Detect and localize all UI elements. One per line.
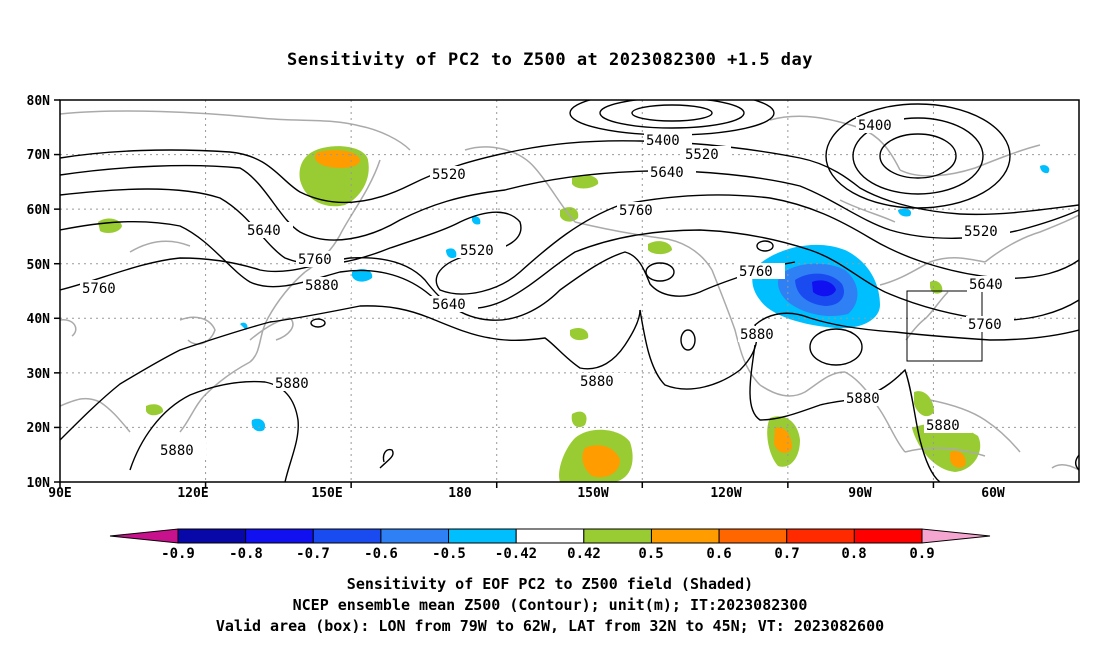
colorbar-label: 0.42 <box>567 546 601 562</box>
contour-label: 5760 <box>968 317 1002 333</box>
contour-label: 5520 <box>685 147 719 163</box>
colorbar-label: 0.6 <box>706 546 731 562</box>
positive-shade <box>648 241 672 255</box>
contour-label: 5760 <box>82 281 116 297</box>
positive-shade <box>98 218 122 234</box>
map-frame <box>59 99 1080 483</box>
captions: Sensitivity of EOF PC2 to Z500 field (Sh… <box>0 574 1100 637</box>
negative-shade <box>1040 165 1050 174</box>
contour-label: 5880 <box>740 327 774 343</box>
contour-label: 5880 <box>160 443 194 459</box>
caption-shading: Sensitivity of EOF PC2 to Z500 field (Sh… <box>346 575 754 593</box>
lon-tick-label: 90E <box>48 486 71 501</box>
colorbar-right-arrow <box>921 528 991 544</box>
colorbar-label: 0.8 <box>841 546 866 562</box>
contour-labels: 5400 5400 5520 5520 5520 5520 5640 5640 … <box>80 117 1015 459</box>
positive-shade <box>571 411 587 428</box>
latitude-ticks <box>54 99 60 483</box>
contour-label: 5760 <box>298 252 332 268</box>
colorbar-box <box>177 528 247 544</box>
colorbar-label: -0.6 <box>364 546 398 562</box>
contour-label: 5880 <box>580 374 614 390</box>
colorbar-box <box>718 528 788 544</box>
lon-tick-label: 150W <box>577 486 608 501</box>
map-title: Sensitivity of PC2 to Z500 at 2023082300… <box>286 50 813 70</box>
colorbar-box <box>380 528 450 544</box>
contour-label: 5400 <box>858 118 892 134</box>
negative-shade <box>240 322 248 330</box>
colorbar-label: -0.5 <box>432 546 466 562</box>
positive-shade <box>930 280 943 294</box>
positive-shade <box>570 327 589 341</box>
lat-tick-label: 20N <box>27 421 51 436</box>
negative-shade <box>471 216 481 225</box>
colorbar-box <box>515 528 585 544</box>
lon-tick-label: 120E <box>177 486 208 501</box>
positive-shade <box>582 445 620 478</box>
negative-shade <box>812 280 836 297</box>
colorbar-left-arrow <box>109 528 179 544</box>
contour-label: 5520 <box>460 243 494 259</box>
colorbar-label: -0.42 <box>495 546 537 562</box>
colorbar-label: -0.9 <box>161 546 195 562</box>
positive-shade <box>950 450 966 468</box>
colorbar: -0.9 -0.8 -0.7 -0.6 -0.5 -0.42 0.42 0.5 … <box>109 528 991 562</box>
colorbar-boxes <box>109 528 991 544</box>
contour-label: 5760 <box>619 203 653 219</box>
contour-label: 5640 <box>969 277 1003 293</box>
lon-tick-label: 120W <box>710 486 741 501</box>
positive-shade <box>572 175 599 189</box>
contour-label: 5880 <box>275 376 309 392</box>
negative-shade <box>446 248 457 259</box>
colorbar-box <box>448 528 517 544</box>
contour-label: 5640 <box>650 165 684 181</box>
contour-label: 5760 <box>739 264 773 280</box>
contour-label: 5880 <box>926 418 960 434</box>
colorbar-label: -0.7 <box>296 546 330 562</box>
latitude-labels: 10N 20N 30N 40N 50N 60N 70N 80N <box>27 94 51 491</box>
longitude-labels: 90E 120E 150E 180 150W 120W 90W 60W <box>48 486 1005 501</box>
colorbar-label: 0.9 <box>909 546 934 562</box>
colorbar-labels: -0.9 -0.8 -0.7 -0.6 -0.5 -0.42 0.42 0.5 … <box>161 546 935 562</box>
contour-label: 5880 <box>305 278 339 294</box>
positive-shade <box>914 391 934 417</box>
lon-tick-label: 150E <box>311 486 342 501</box>
lon-tick-label: 180 <box>448 486 472 501</box>
caption-valid-area: Valid area (box): LON from 79W to 62W, L… <box>215 617 885 635</box>
colorbar-box <box>853 528 923 544</box>
lat-tick-label: 40N <box>27 312 51 327</box>
caption-contour: NCEP ensemble mean Z500 (Contour); unit(… <box>292 596 808 614</box>
z500-contours <box>60 100 1079 482</box>
lat-tick-label: 70N <box>27 148 51 163</box>
colorbar-label: 0.5 <box>638 546 663 562</box>
lat-tick-label: 80N <box>27 94 51 109</box>
colorbar-label: 0.7 <box>774 546 799 562</box>
contour-label: 5520 <box>964 224 998 240</box>
colorbar-box <box>583 528 652 544</box>
longitude-ticks <box>59 482 935 488</box>
contour-label: 5520 <box>432 167 466 183</box>
colorbar-box <box>650 528 720 544</box>
negative-shade <box>251 418 266 432</box>
lat-tick-label: 50N <box>27 258 51 273</box>
lon-tick-label: 90W <box>848 486 872 501</box>
negative-shade <box>898 208 912 217</box>
positive-shade <box>774 427 792 453</box>
lat-tick-label: 10N <box>27 476 51 491</box>
colorbar-box <box>312 528 382 544</box>
contour-label: 5640 <box>247 223 281 239</box>
negative-shade <box>352 269 373 282</box>
contour-label: 5880 <box>846 391 880 407</box>
positive-shade <box>146 404 164 416</box>
colorbar-box <box>245 528 314 544</box>
colorbar-label: -0.8 <box>229 546 263 562</box>
colorbar-box <box>786 528 855 544</box>
contour-label: 5640 <box>432 297 466 313</box>
lat-tick-label: 60N <box>27 203 51 218</box>
lon-tick-label: 60W <box>981 486 1005 501</box>
contour-label: 5400 <box>646 133 680 149</box>
lat-tick-label: 30N <box>27 367 51 382</box>
